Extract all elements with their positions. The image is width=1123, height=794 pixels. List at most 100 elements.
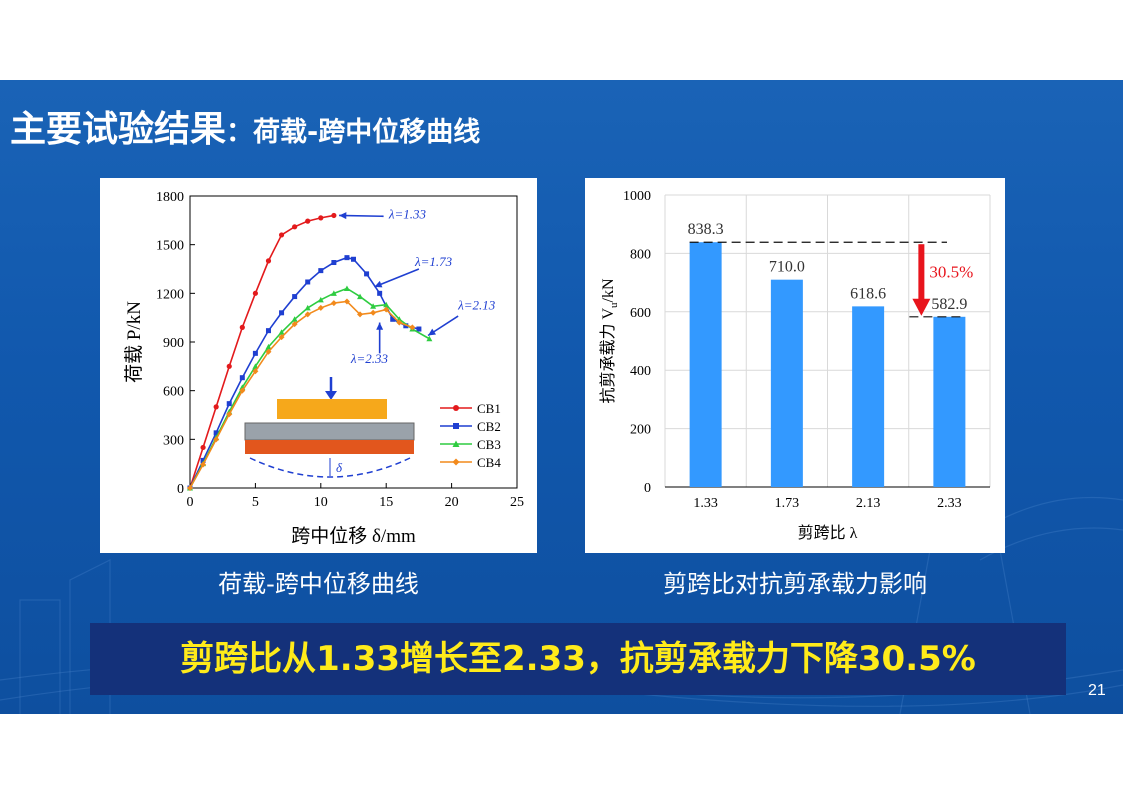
y-tick-label: 1200	[156, 287, 184, 302]
annotation-arrow-head	[428, 328, 436, 336]
x-axis-label: 剪跨比 λ	[798, 524, 858, 542]
y-tick-label: 600	[630, 306, 651, 321]
legend-marker-cb4	[452, 458, 460, 466]
series-point-cb1	[226, 363, 232, 369]
x-tick-label: 2.33	[937, 496, 962, 511]
series-point-cb4	[409, 324, 416, 331]
annotation-arrow-head	[376, 322, 384, 330]
x-tick-label: 2.13	[856, 496, 881, 511]
series-point-cb2	[226, 401, 232, 407]
caption-shear-ratio: 剪跨比对抗剪承载力影响	[663, 570, 927, 598]
series-point-cb4	[291, 321, 298, 328]
slide-title-main: 主要试验结果	[10, 109, 227, 150]
conclusion-banner: 剪跨比从1.33增长至2.33，抗剪承载力下降30.5%	[90, 623, 1066, 695]
series-point-cb2	[318, 268, 324, 274]
lambda-annotation: λ=1.73	[414, 254, 453, 269]
shear-capacity-chart: 0 200 400 600 800 1000 剪跨比 λ 抗剪承载力 Vu/kN 838.3 1…	[599, 189, 991, 542]
series-point-cb4	[370, 309, 377, 316]
bar-value-label: 582.9	[931, 296, 967, 313]
series-point-cb3	[330, 290, 337, 296]
legend-label-cb1: CB1	[477, 401, 501, 416]
annotation-arrow	[374, 268, 420, 288]
conclusion-text: 剪跨比从1.33增长至2.33，抗剪承载力下降30.5%	[180, 639, 976, 679]
series-point-cb4	[200, 461, 207, 468]
decrease-percentage-label: 30.5%	[929, 263, 973, 282]
series-point-cb1	[305, 218, 311, 224]
lambda-annotation: λ=2.33	[350, 351, 389, 366]
caption-load-deflection: 荷载-跨中位移曲线	[218, 570, 419, 598]
series-point-cb3	[343, 285, 350, 291]
y-axis-label: 抗剪承载力 Vu/kN	[599, 278, 620, 404]
series-point-cb3	[426, 335, 433, 342]
series-point-cb3	[265, 343, 272, 350]
legend-marker-cb3	[452, 440, 460, 447]
series-point-cb4	[213, 436, 220, 443]
bar-2.33	[933, 316, 966, 487]
annotation-arrow-head	[339, 212, 347, 220]
series-point-cb4	[330, 300, 337, 307]
y-tick-label: 300	[163, 433, 184, 448]
beam-concrete	[245, 440, 414, 454]
annotation-arrow-head	[374, 280, 383, 288]
series-point-cb4	[396, 319, 403, 326]
annotation-arrow	[339, 214, 384, 218]
legend-label-cb4: CB4	[477, 455, 501, 470]
series-point-cb1	[252, 290, 258, 296]
y-tick-label: 400	[630, 364, 651, 379]
y-tick-label: 1800	[156, 190, 184, 205]
series-point-cb2	[351, 256, 356, 262]
bar-value-label: 710.0	[769, 259, 805, 276]
bar-value-label: 838.3	[688, 221, 724, 238]
series-point-cb3	[370, 303, 377, 309]
series-point-cb3	[317, 296, 324, 303]
load-deflection-chart: 0 5 10 15 20 25 0 300 600 900 1200 1500 1800 跨中位移 δ/m…	[123, 190, 524, 547]
deflection-curve	[249, 457, 411, 478]
series-point-cb4	[187, 485, 193, 491]
x-tick-label: 25	[510, 495, 524, 510]
x-tick-label: 1.33	[693, 496, 718, 511]
y-tick-label: 900	[163, 336, 184, 351]
load-arrow-head	[325, 391, 337, 400]
x-tick-label: 15	[379, 495, 393, 510]
y-tick-label: 200	[630, 423, 651, 438]
slide-title-sub: ：荷载-跨中位移曲线	[226, 117, 481, 148]
series-point-cb1	[239, 324, 245, 330]
y-axis-label: 荷载 P/kN	[123, 301, 145, 383]
series-point-cb1	[200, 444, 206, 451]
series-point-cb4	[357, 311, 364, 318]
series-point-cb2	[239, 375, 245, 381]
y-tick-label: 0	[177, 482, 184, 497]
series-point-cb2	[265, 328, 271, 334]
series-point-cb2	[377, 290, 383, 296]
lambda-annotation: λ=2.13	[457, 298, 496, 313]
legend-marker-cb2	[453, 423, 459, 429]
y-tick-label: 0	[644, 481, 651, 496]
x-tick-label: 0	[187, 495, 194, 510]
series-point-cb2	[331, 260, 337, 266]
series-point-cb3	[278, 329, 285, 335]
decrease-arrow-head	[912, 298, 931, 316]
series-point-cb4	[343, 298, 350, 305]
series-point-cb4	[383, 306, 390, 313]
series-point-cb1	[213, 404, 219, 410]
series-point-cb1	[292, 224, 298, 230]
series-point-cb4	[252, 368, 259, 375]
decrease-arrow-shaft	[918, 244, 925, 301]
y-tick-label: 1000	[623, 189, 651, 204]
deflection-symbol: δ	[336, 460, 343, 475]
series-point-cb1	[318, 215, 324, 221]
x-axis-label: 跨中位移 δ/mm	[291, 525, 416, 547]
lambda-annotation: λ=1.33	[388, 207, 427, 222]
series-point-cb1	[278, 232, 285, 238]
bar-value-label: 618.6	[850, 285, 886, 302]
series-point-cb2	[416, 326, 422, 332]
series-point-cb3	[304, 304, 311, 311]
series-point-cb4	[304, 311, 311, 318]
y-tick-label: 1500	[156, 239, 184, 254]
series-point-cb3	[357, 293, 364, 300]
series-point-cb4	[317, 304, 324, 311]
x-tick-label: 20	[445, 495, 459, 510]
legend-label-cb3: CB3	[477, 437, 501, 452]
beam-steel	[244, 422, 415, 441]
x-tick-label: 10	[314, 495, 328, 510]
